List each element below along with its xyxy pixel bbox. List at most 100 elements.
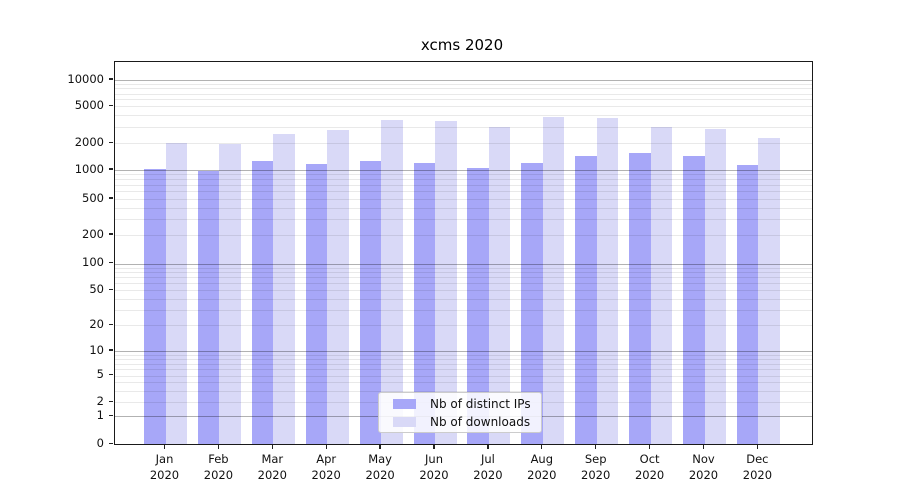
- x-tick-label-may: May 2020: [353, 452, 407, 483]
- x-tick-year: 2020: [473, 467, 503, 482]
- gridline-major: [115, 263, 812, 265]
- y-tick-label: 2000: [74, 134, 104, 149]
- x-tick-mark: [756, 444, 759, 450]
- gridline-minor: [115, 325, 812, 327]
- y-tick-label: 50: [89, 281, 104, 296]
- y-tick-mark: [108, 78, 113, 80]
- y-tick-mark: [108, 141, 113, 143]
- y-tick-label: 1000: [74, 161, 104, 176]
- gridline-minor: [115, 298, 812, 300]
- y-tick-mark: [108, 288, 113, 290]
- y-tick-label: 5: [96, 367, 104, 382]
- gridline-minor: [115, 283, 812, 285]
- x-tick-mark: [433, 444, 435, 450]
- y-tick-mark: [108, 323, 113, 325]
- bar-distinct-ips-feb: [197, 171, 220, 445]
- bar-distinct-ips-dec: [736, 164, 759, 445]
- x-tick-month: Oct: [639, 452, 660, 466]
- legend-label-distinct-ips: Nb of distinct IPs: [430, 396, 531, 411]
- bar-distinct-ips-mar: [251, 161, 274, 445]
- x-tick-mark: [163, 444, 166, 450]
- y-tick-mark: [108, 104, 113, 106]
- y-tick-mark: [108, 374, 113, 376]
- x-tick-mark: [487, 444, 489, 450]
- x-tick-mark: [271, 444, 273, 450]
- bar-downloads-apr: [327, 130, 349, 445]
- x-tick-year: 2020: [527, 467, 557, 482]
- y-tick-mark: [108, 262, 113, 264]
- legend-label-downloads: Nb of downloads: [430, 414, 531, 429]
- bar-distinct-ips-aug: [521, 163, 543, 445]
- gridline-minor: [115, 179, 812, 181]
- gridline-minor: [115, 354, 812, 356]
- x-tick-mark: [325, 444, 327, 450]
- x-tick-year: 2020: [203, 467, 234, 482]
- bar-distinct-ips-may: [359, 161, 382, 445]
- gridline-minor: [115, 207, 812, 209]
- bar-distinct-ips-apr: [305, 163, 328, 445]
- bar-downloads-aug: [542, 116, 565, 445]
- bar-downloads-dec: [758, 138, 780, 445]
- bar-distinct-ips-sep: [575, 156, 597, 445]
- plot-area: [114, 60, 813, 446]
- gridline-minor: [115, 198, 812, 200]
- x-tick-month: Mar: [261, 452, 284, 466]
- x-tick-label-jun: Jun 2020: [407, 452, 461, 483]
- x-tick-month: May: [368, 452, 392, 466]
- gridline-major: [115, 350, 812, 352]
- y-tick-label: 10: [89, 342, 104, 357]
- y-tick-label: 1: [96, 408, 104, 422]
- x-tick-label-dec: Dec 2020: [730, 452, 784, 483]
- bar-downloads-may: [381, 119, 403, 445]
- bar-downloads-jun: [435, 121, 457, 445]
- y-tick-mark: [108, 168, 113, 170]
- bar-downloads-mar: [273, 133, 295, 445]
- x-tick-mark: [648, 444, 651, 450]
- x-tick-year: 2020: [311, 467, 341, 482]
- gridline-minor: [115, 363, 812, 365]
- x-tick-label-aug: Aug 2020: [515, 452, 569, 483]
- x-tick-month: Jul: [480, 452, 495, 466]
- y-tick-mark: [108, 349, 113, 351]
- gridline-minor: [115, 234, 812, 236]
- bar-downloads-jan: [165, 143, 187, 445]
- bar-downloads-oct: [650, 126, 673, 445]
- bar-downloads-sep: [596, 118, 619, 445]
- x-tick-year: 2020: [581, 467, 611, 482]
- gridline-minor: [115, 191, 812, 193]
- y-tick-label: 100: [82, 255, 104, 270]
- gridline-major: [115, 169, 812, 171]
- x-tick-year: 2020: [365, 467, 395, 482]
- x-tick-month: Apr: [316, 452, 337, 466]
- gridline-minor: [115, 309, 812, 311]
- gridline-minor: [115, 184, 812, 186]
- legend-swatch-downloads: [393, 416, 416, 427]
- gridline-minor: [115, 143, 812, 145]
- bar-downloads-feb: [219, 143, 241, 445]
- gridline-minor: [115, 88, 812, 90]
- bar-distinct-ips-jul: [467, 168, 489, 445]
- x-tick-month: Jun: [425, 452, 443, 466]
- gridline-minor: [115, 390, 812, 392]
- x-tick-label-mar: Mar 2020: [245, 452, 299, 483]
- x-tick-year: 2020: [742, 467, 773, 482]
- y-tick-label: 500: [82, 190, 104, 205]
- y-tick-label: 5000: [74, 97, 104, 112]
- legend: Nb of distinct IPs Nb of downloads: [378, 392, 542, 433]
- gridline-minor: [115, 93, 812, 95]
- x-tick-label-sep: Sep 2020: [569, 452, 623, 483]
- x-tick-label-jul: Jul 2020: [461, 452, 515, 483]
- bar-downloads-nov: [704, 129, 726, 445]
- x-tick-mark: [541, 444, 543, 450]
- gridline-minor: [115, 219, 812, 221]
- x-tick-year: 2020: [688, 467, 719, 482]
- x-tick-label-apr: Apr 2020: [299, 452, 353, 483]
- x-tick-label-feb: Feb 2020: [191, 452, 245, 483]
- x-tick-mark: [379, 444, 381, 450]
- x-tick-month: Jan: [155, 452, 174, 466]
- x-tick-mark: [217, 444, 220, 450]
- bar-downloads-jul: [488, 126, 511, 445]
- bar-distinct-ips-jan: [144, 168, 166, 445]
- x-tick-label-jan: Jan 2020: [138, 452, 192, 483]
